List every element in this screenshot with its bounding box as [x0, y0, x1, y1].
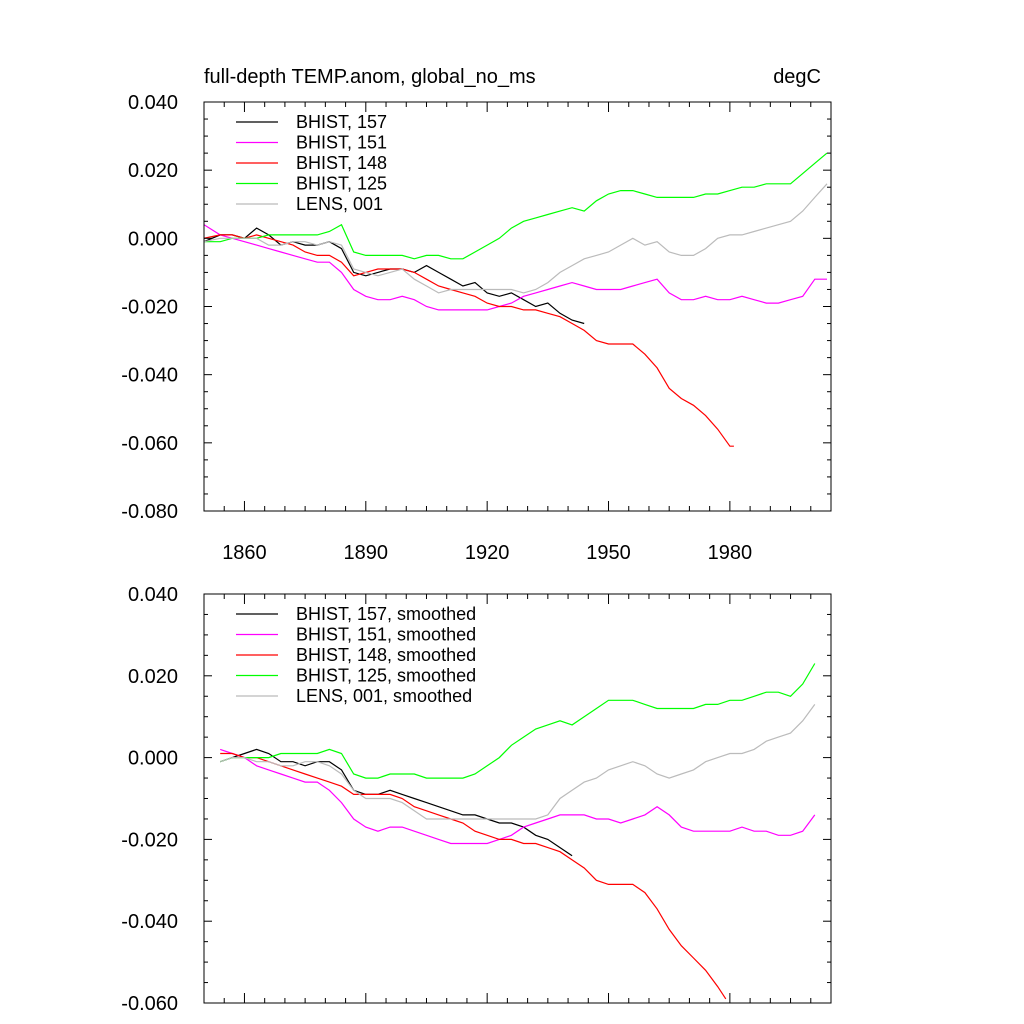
series-line-2	[204, 224, 827, 311]
top-panel: -0.080 -0.060 -0.040 -0.020 0.000 0.020 0.040 1…	[121, 66, 832, 564]
bottom-panel: -0.060 -0.040 -0.020 0.000 0.020 0.040 BHIST, …	[121, 584, 832, 1015]
x-tick-label: 1980	[708, 542, 753, 564]
chart-units: degC	[773, 66, 821, 88]
series-line-5	[220, 704, 816, 820]
series-line-1	[204, 227, 585, 325]
legend-label: LENS, 001	[296, 194, 383, 214]
legend-label: BHIST, 125, smoothed	[296, 666, 476, 686]
legend-label: LENS, 001, smoothed	[296, 686, 472, 706]
series-line-2	[220, 748, 816, 845]
series-line-3	[220, 752, 727, 1000]
series-line-1	[220, 748, 573, 857]
x-tick-label: 1890	[344, 542, 389, 564]
series-line-3	[204, 234, 734, 447]
y-tick-label: 0.000	[128, 228, 178, 250]
x-tick-label: 1950	[586, 542, 631, 564]
y-tick-label: 0.020	[128, 160, 178, 182]
chart-title: full-depth TEMP.anom, global_no_ms	[204, 66, 536, 88]
legend-label: BHIST, 125	[296, 174, 387, 194]
series-line-5	[204, 183, 828, 294]
plot-area	[204, 152, 828, 447]
x-tick-label: 1860	[222, 542, 267, 564]
y-tick-label: -0.040	[121, 365, 178, 387]
y-tick-label: 0.000	[128, 748, 178, 770]
legend-label: BHIST, 151, smoothed	[296, 625, 476, 645]
legend-label: BHIST, 148, smoothed	[296, 645, 476, 665]
y-tick-label: -0.060	[121, 433, 178, 455]
legend-label: BHIST, 157	[296, 112, 387, 132]
y-tick-label: 0.020	[128, 666, 178, 688]
series-line-4	[220, 663, 816, 779]
series-line-4	[204, 152, 828, 260]
plot-area	[220, 663, 816, 1000]
y-tick-label: 0.040	[128, 92, 178, 114]
y-tick-label: -0.060	[121, 993, 178, 1015]
y-tick-label: -0.080	[121, 501, 178, 523]
y-tick-label: -0.020	[121, 829, 178, 851]
y-tick-label: 0.040	[128, 584, 178, 606]
y-tick-label: -0.020	[121, 297, 178, 319]
legend-label: BHIST, 157, smoothed	[296, 604, 476, 624]
x-tick-label: 1920	[465, 542, 510, 564]
y-tick-label: -0.040	[121, 911, 178, 933]
legend-label: BHIST, 148	[296, 153, 387, 173]
legend-label: BHIST, 151	[296, 133, 387, 153]
